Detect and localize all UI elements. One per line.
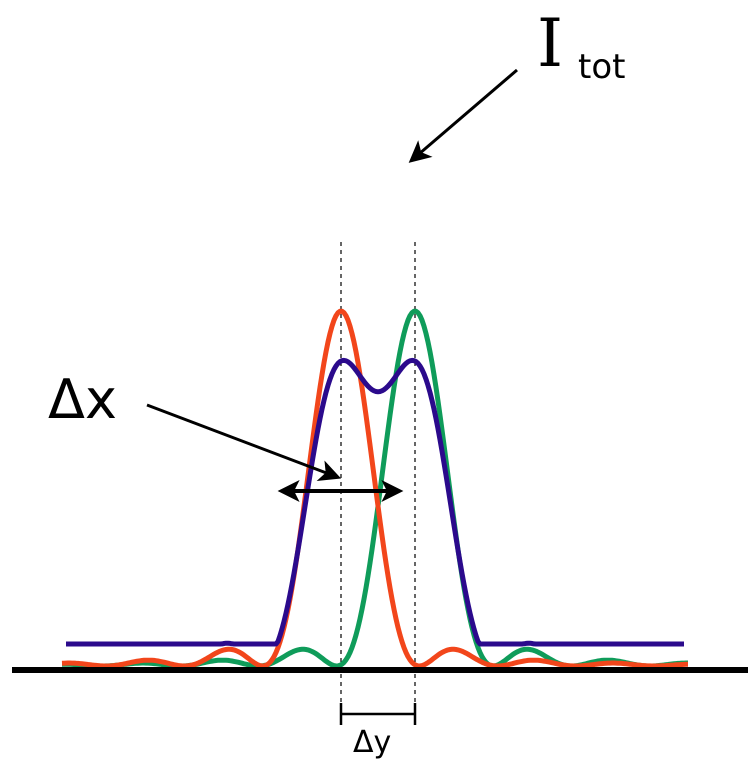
delta-x-pointer-arrow	[146, 403, 342, 482]
delta-y-bracket	[339, 703, 417, 725]
total-intensity-subscript: tot	[578, 47, 625, 87]
total-intensity-arrow	[408, 68, 518, 163]
total-intensity-label: I	[537, 5, 563, 82]
red-intensity-curve	[61, 308, 689, 669]
delta-y-label: Δy	[353, 725, 391, 760]
delta-x-label: Δx	[48, 368, 117, 431]
total-intensity-curve	[65, 357, 685, 647]
